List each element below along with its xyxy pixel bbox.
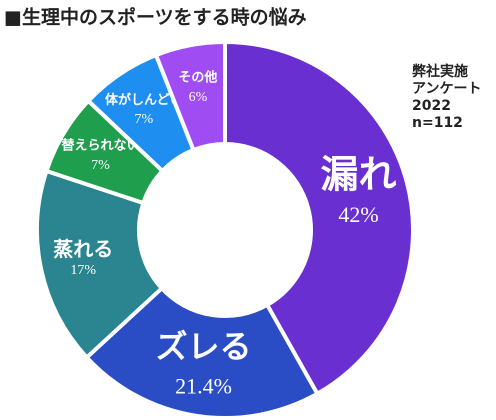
value-label: 42% (338, 202, 378, 227)
value-label: 6% (189, 90, 208, 105)
donut-slice (153, 39, 227, 153)
annotation: n=112 (412, 115, 463, 131)
slice-label: 漏れ (320, 155, 396, 197)
slice-label: ズレる (155, 329, 251, 365)
value-label: 17% (70, 263, 96, 278)
value-label: 21.4% (175, 373, 232, 398)
annotation: 2022 (412, 98, 451, 114)
annotation: 弊社実施 (412, 63, 468, 80)
value-label: 7% (134, 112, 153, 127)
slice-label: 体がしんどい (105, 92, 183, 107)
donut-slice (223, 39, 415, 397)
slice-label: 蒸れる (53, 237, 113, 261)
slice-label: 替えられない (61, 138, 139, 153)
annotation: アンケート (412, 81, 481, 97)
slice-label: その他 (178, 70, 217, 85)
donut-slice (83, 285, 321, 420)
value-label: 7% (91, 158, 110, 173)
donut-slice (35, 168, 165, 361)
chart-title: ■生理中のスポーツをする時の悩み (4, 6, 307, 29)
